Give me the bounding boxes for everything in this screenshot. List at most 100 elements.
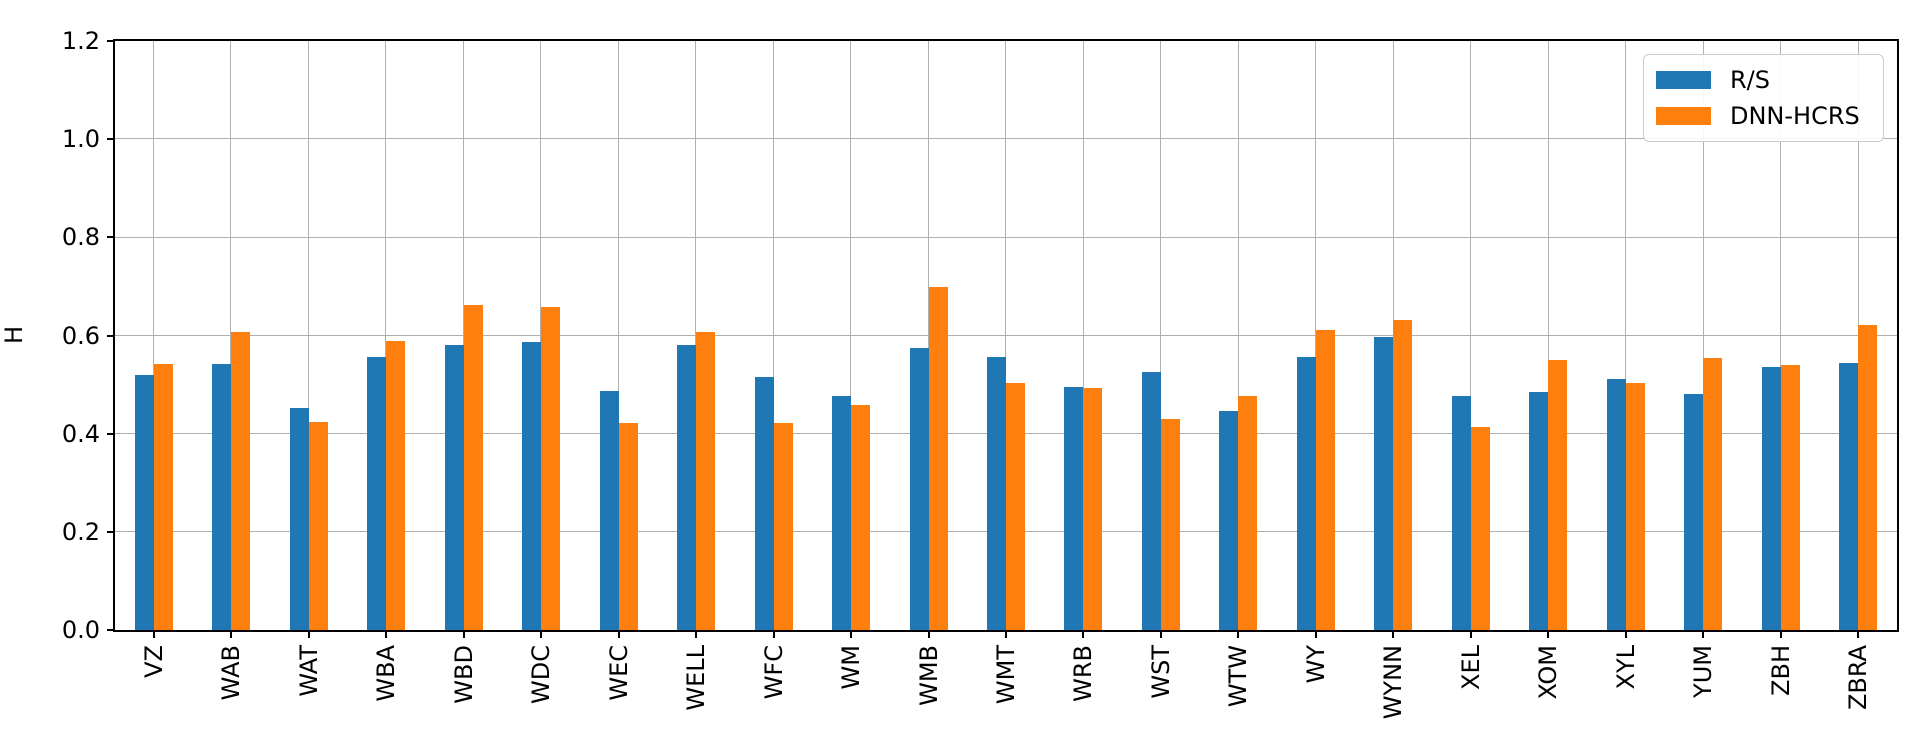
bar-r-s-wfc (754, 377, 774, 630)
legend-item-dnn-hcrs: DNN-HCRS (1656, 102, 1871, 130)
x-tick-label-WST: WST (1146, 645, 1175, 699)
x-tick-mark (1392, 630, 1395, 638)
y-tick-mark (107, 40, 115, 42)
bar-dnn-hcrs-xom (1548, 359, 1568, 630)
bar-dnn-hcrs-zbh (1780, 365, 1800, 630)
bar-r-s-wmb (909, 347, 929, 630)
bar-r-s-wba (367, 356, 387, 630)
y-axis-title: H (0, 325, 28, 345)
bar-dnn-hcrs-wynn (1393, 320, 1413, 630)
x-tick-label-WM: WM (837, 645, 866, 690)
v-gridline (462, 41, 464, 630)
bar-r-s-vz (134, 375, 154, 630)
x-tick-mark (695, 630, 698, 638)
legend-swatch-rs-icon (1656, 71, 1711, 89)
bar-r-s-yum (1684, 393, 1704, 630)
bar-dnn-hcrs-wfc (773, 423, 793, 630)
x-tick-label-YUM: YUM (1689, 645, 1718, 698)
y-tick-mark (107, 432, 115, 435)
x-tick-mark (927, 630, 930, 638)
y-tick-label: 1.0 (61, 125, 100, 154)
legend-label-rs: R/S (1730, 66, 1770, 94)
plot-area (113, 39, 1899, 632)
bar-r-s-wdc (522, 342, 542, 630)
bar-r-s-wynn (1374, 336, 1394, 630)
bar-r-s-wbd (444, 344, 464, 630)
y-tick-label: 0.8 (61, 223, 100, 252)
v-gridline (772, 41, 774, 630)
x-tick-mark (1469, 630, 1472, 638)
x-tick-mark (772, 630, 775, 638)
x-tick-mark (307, 630, 310, 638)
bar-dnn-hcrs-vz (153, 363, 173, 630)
bar-r-s-xyl (1606, 379, 1626, 630)
legend-label-dnn-hcrs: DNN-HCRS (1730, 102, 1860, 130)
v-gridline (1702, 41, 1704, 630)
v-gridline (1082, 41, 1084, 630)
v-gridline (1857, 41, 1859, 630)
x-tick-mark (230, 630, 233, 638)
bar-r-s-wab (212, 363, 232, 630)
x-tick-mark (152, 630, 155, 638)
v-gridline (1005, 41, 1007, 630)
v-gridline (385, 41, 387, 630)
y-tick-label: 0.4 (61, 419, 100, 448)
x-tick-label-ZBRA: ZBRA (1844, 645, 1873, 711)
x-tick-label-WYNN: WYNN (1379, 645, 1408, 720)
bar-r-s-wtw (1219, 411, 1239, 630)
bar-r-s-wst (1141, 371, 1161, 630)
bar-dnn-hcrs-wba (386, 340, 406, 630)
bar-dnn-hcrs-wec (618, 422, 638, 630)
y-tick-label: 0.6 (61, 321, 100, 350)
bar-dnn-hcrs-wst (1160, 418, 1180, 630)
x-tick-mark (1005, 630, 1007, 638)
x-tick-label-VZ: VZ (139, 645, 168, 678)
x-tick-label-WDC: WDC (527, 645, 556, 704)
bar-r-s-xel (1451, 395, 1471, 630)
v-gridline (850, 41, 852, 630)
x-tick-mark (385, 630, 388, 638)
bar-dnn-hcrs-zbra (1858, 325, 1878, 630)
x-tick-label-WELL: WELL (682, 645, 711, 711)
x-tick-mark (540, 630, 543, 638)
x-tick-label-ZBH: ZBH (1766, 645, 1795, 696)
v-gridline (1547, 41, 1549, 630)
bar-dnn-hcrs-wmt (1006, 383, 1025, 630)
v-gridline (230, 41, 232, 630)
v-gridline (1780, 41, 1782, 630)
bar-r-s-zbra (1839, 363, 1859, 630)
x-tick-label-WAT: WAT (294, 645, 323, 697)
v-gridline (1315, 41, 1317, 630)
bar-r-s-wm (832, 395, 852, 630)
y-tick-label: 0.2 (61, 517, 100, 546)
y-tick-label: 0.0 (61, 616, 100, 644)
bar-dnn-hcrs-yum (1703, 357, 1723, 630)
v-gridline (540, 41, 542, 630)
x-tick-label-WEC: WEC (604, 645, 633, 701)
x-tick-mark (1082, 630, 1085, 638)
x-tick-mark (1857, 630, 1860, 638)
y-tick-label: 1.2 (61, 27, 100, 55)
bar-dnn-hcrs-wdc (541, 307, 561, 630)
y-tick-mark (107, 236, 115, 239)
v-gridline (927, 41, 929, 630)
x-tick-label-XEL: XEL (1456, 645, 1485, 690)
bar-dnn-hcrs-xel (1470, 427, 1490, 630)
v-gridline (152, 41, 154, 630)
x-tick-mark (1547, 630, 1550, 638)
bar-dnn-hcrs-xyl (1625, 383, 1645, 630)
x-tick-label-WTW: WTW (1224, 645, 1253, 708)
v-gridline (1470, 41, 1472, 630)
bar-r-s-xom (1529, 391, 1549, 630)
x-tick-mark (850, 630, 853, 638)
y-tick-mark (107, 530, 115, 533)
x-tick-label-WY: WY (1301, 645, 1330, 684)
bar-r-s-wat (289, 408, 309, 630)
v-gridline (617, 41, 619, 630)
bar-dnn-hcrs-wrb (1083, 388, 1103, 630)
x-tick-label-WMB: WMB (914, 645, 943, 706)
bar-dnn-hcrs-well (696, 331, 716, 630)
bar-r-s-wy (1296, 356, 1316, 630)
y-tick-mark (107, 138, 115, 141)
